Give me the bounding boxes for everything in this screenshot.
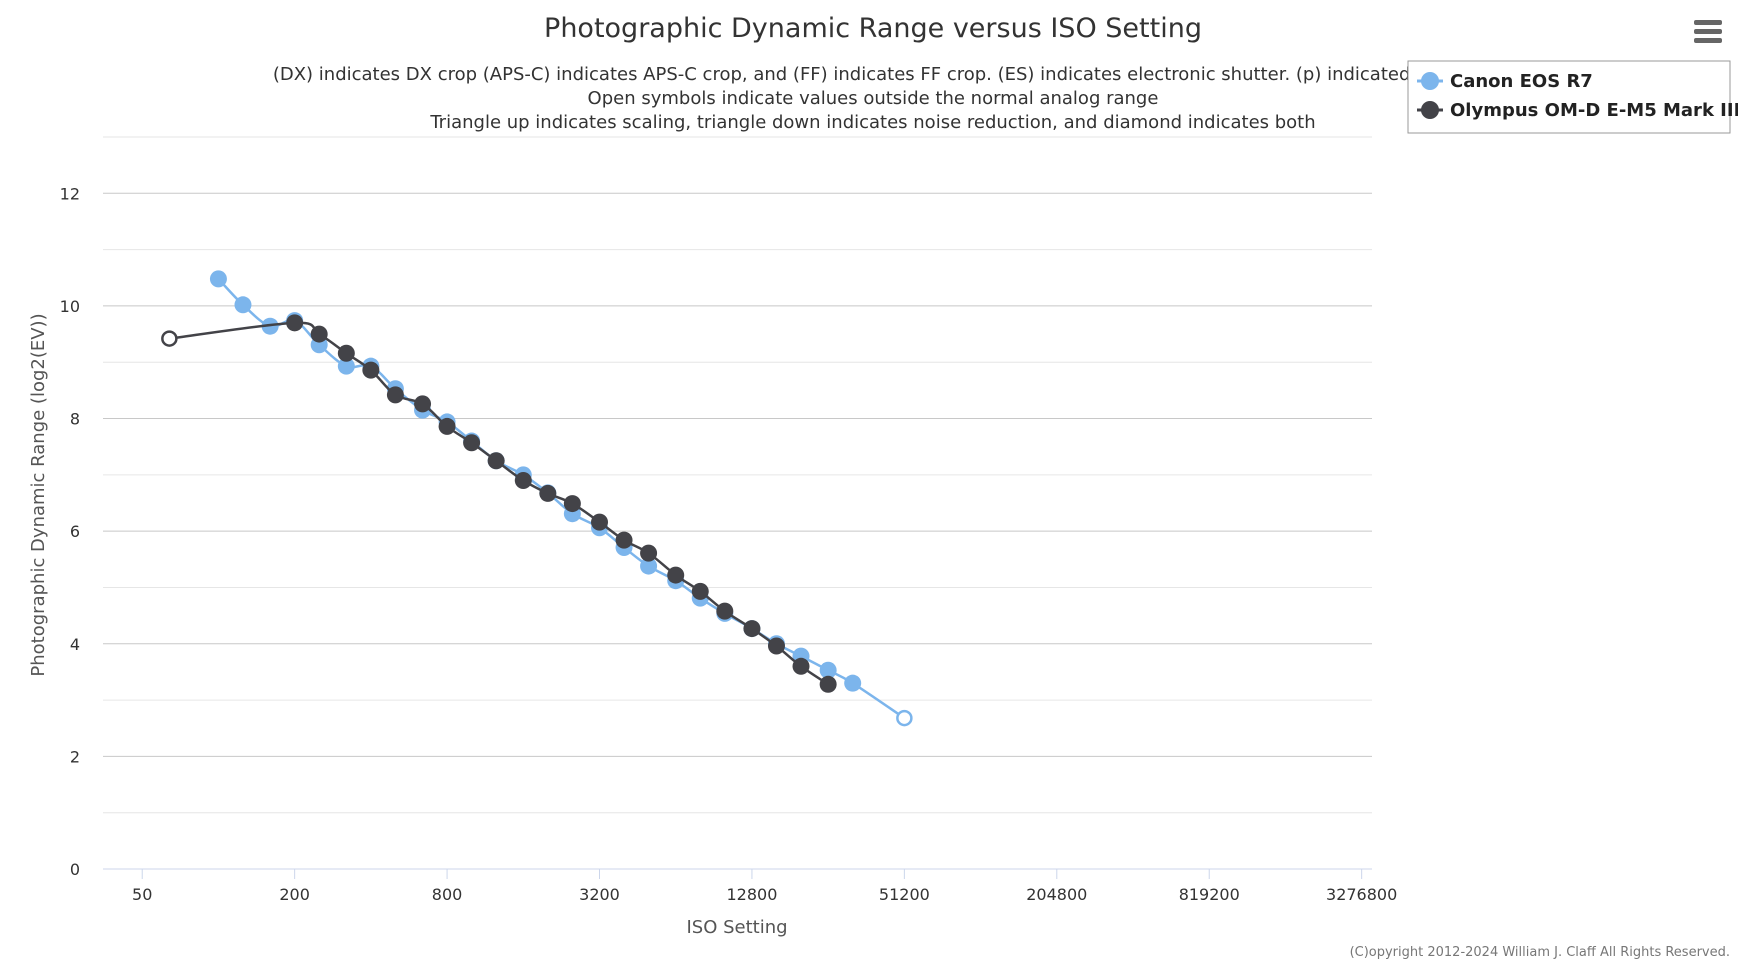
y-tick-label: 2 [70,747,80,766]
data-point-olympus [615,531,633,549]
legend-marker-olympus [1421,101,1439,119]
menu-bar-3 [1694,38,1722,43]
legend-marker-canon [1421,72,1439,90]
chart-subtitle-line-3: Triangle up indicates scaling, triangle … [429,112,1315,133]
data-point-olympus [362,361,380,379]
data-point-olympus [386,386,404,404]
data-point-olympus [667,566,685,584]
data-point-olympus [337,344,355,362]
y-axis-title: Photographic Dynamic Range (log2(EV)) [28,313,49,676]
x-tick-label: 12800 [726,885,777,904]
data-point-canon [234,296,252,314]
x-tick-label: 3276800 [1326,885,1397,904]
data-point-olympus [591,513,609,531]
data-point-canon [844,674,862,692]
data-point-olympus [819,675,837,693]
data-point-olympus [414,395,432,413]
hamburger-menu-icon[interactable] [1690,16,1726,48]
data-point-canon [640,557,658,575]
grid-lines [103,136,1372,814]
data-point-olympus [640,544,658,562]
x-tick-label: 3200 [579,885,620,904]
y-tick-label: 0 [70,860,80,879]
data-point-canon [896,709,913,727]
y-tick-label: 6 [70,522,80,541]
data-point-olympus [286,314,304,332]
data-point-olympus [310,325,328,343]
data-point-olympus [716,602,734,620]
data-point-olympus [487,452,505,470]
data-point-canon [819,661,837,679]
data-point-olympus [514,471,532,489]
legend-item-canon[interactable]: Canon EOS R7 [1417,71,1593,92]
menu-bar-2 [1694,29,1722,34]
series-plot [161,270,913,727]
credits-text: (C)opyright 2012-2024 William J. Claff A… [1350,945,1730,960]
legend: Canon EOS R7 Olympus OM-D E-M5 Mark III [1407,60,1738,134]
data-point-olympus [563,495,581,513]
x-tick-label: 204800 [1026,885,1087,904]
chart-title: Photographic Dynamic Range versus ISO Se… [544,13,1202,44]
legend-label-canon: Canon EOS R7 [1450,71,1593,92]
chart-subtitle-line-1: (DX) indicates DX crop (APS-C) indicates… [273,64,1473,85]
data-point-canon [337,357,355,375]
series-line-olympus [169,321,829,686]
data-point-olympus [161,330,178,347]
x-tick-label: 200 [279,885,310,904]
x-axis: 50 200 800 3200 12800 51200 204800 819200 327680… [103,868,1397,904]
data-point-olympus [767,637,785,655]
legend-box [1407,60,1731,134]
y-axis: 0 2 4 6 8 10 12 [60,184,80,879]
data-point-olympus [463,434,481,452]
legend-item-olympus[interactable]: Olympus OM-D E-M5 Mark III [1417,100,1738,121]
x-tick-label: 50 [132,885,152,904]
data-point-olympus [691,582,709,600]
x-tick-label: 819200 [1179,885,1240,904]
chart-subtitle-line-2: Open symbols indicate values outside the… [588,88,1159,109]
y-tick-label: 8 [70,410,80,429]
y-tick-label: 4 [70,635,80,654]
x-tick-label: 51200 [879,885,930,904]
menu-bar-1 [1694,20,1722,25]
x-axis-title: ISO Setting [686,917,787,938]
data-point-olympus [539,484,557,502]
y-tick-label: 10 [60,297,80,316]
data-point-olympus [438,417,456,435]
data-point-olympus [743,620,761,638]
x-tick-label: 800 [432,885,463,904]
y-tick-label: 12 [60,184,80,203]
legend-label-olympus: Olympus OM-D E-M5 Mark III [1450,100,1738,121]
data-point-olympus [792,657,810,675]
data-point-canon [209,270,227,288]
